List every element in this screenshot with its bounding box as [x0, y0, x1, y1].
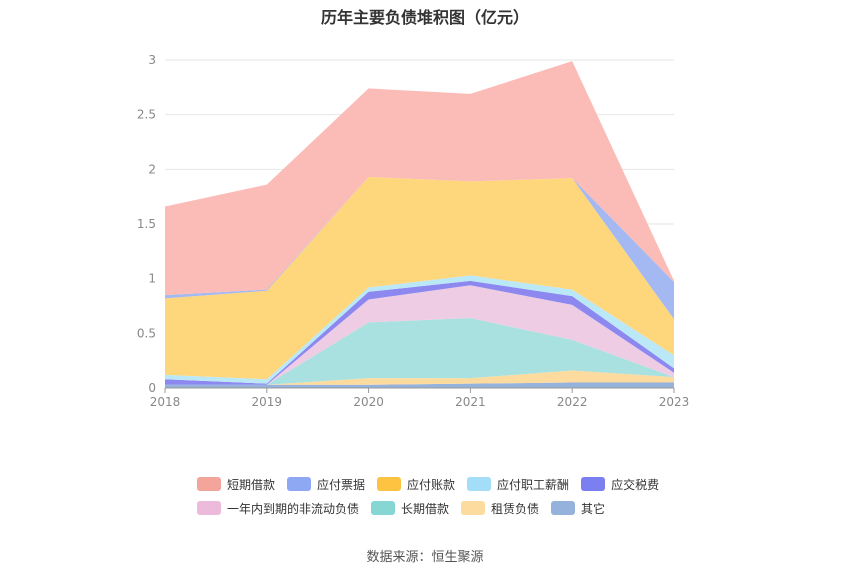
legend-item[interactable]: 其它 — [551, 500, 605, 517]
legend-swatch — [287, 477, 312, 491]
legend-swatch — [371, 501, 396, 515]
area-series-其它 — [165, 382, 674, 388]
legend-item[interactable]: 应付职工薪酬 — [467, 476, 569, 493]
legend-label: 一年内到期的非流动负债 — [227, 501, 360, 516]
legend-item[interactable]: 应付账款 — [377, 476, 455, 493]
legend-row: 短期借款 应付票据 应付账款 应付职工薪酬 应交税费 — [197, 472, 677, 496]
legend-item[interactable]: 应付票据 — [287, 476, 365, 493]
axes: 0 0.5 1 1.5 2 2.5 3 2018 2019 2020 2021 2022 2023 — [137, 53, 689, 409]
legend-item[interactable]: 长期借款 — [371, 500, 449, 517]
y-tick-label: 1.5 — [137, 217, 156, 231]
area-series-长期借款 — [165, 318, 674, 385]
area-series-短期借款 — [165, 61, 674, 296]
legend-label: 应交税费 — [611, 477, 660, 492]
legend-item[interactable]: 应交税费 — [581, 476, 659, 493]
legend-label: 应付账款 — [407, 477, 456, 492]
y-tick-label: 0 — [148, 381, 156, 395]
legend-item[interactable]: 租赁负债 — [461, 500, 539, 517]
legend-item[interactable]: 一年内到期的非流动负债 — [197, 500, 359, 517]
legend-label: 长期借款 — [401, 501, 450, 516]
legend-swatch — [197, 501, 221, 515]
legend-swatch — [551, 501, 576, 515]
area-series-租赁负债 — [165, 370, 674, 385]
x-tick-label: 2022 — [557, 395, 588, 409]
legend-label: 租赁负债 — [491, 501, 540, 516]
legend-swatch — [467, 477, 492, 491]
x-tick-label: 2020 — [353, 395, 384, 409]
legend-label: 短期借款 — [227, 477, 276, 492]
y-tick-label: 0.5 — [137, 326, 156, 340]
legend-swatch — [197, 477, 221, 491]
x-tick-label: 2023 — [659, 395, 690, 409]
y-tick-label: 1 — [148, 272, 156, 286]
chart-title: 历年主要负债堆积图（亿元） — [320, 8, 529, 27]
legend-swatch — [461, 501, 486, 515]
area-series-一年内到期的非流动负债 — [165, 285, 674, 385]
y-tick-label: 3 — [148, 53, 156, 67]
y-tick-label: 2 — [148, 162, 156, 176]
x-tick-label: 2021 — [455, 395, 486, 409]
x-tick-label: 2019 — [252, 395, 283, 409]
area-series — [165, 61, 674, 388]
legend-row: 一年内到期的非流动负债 长期借款 租赁负债 其它 — [197, 496, 677, 520]
source-note: 数据来源：恒生聚源 — [366, 550, 484, 565]
x-tick-label: 2018 — [150, 395, 181, 409]
legend-swatch — [377, 477, 402, 491]
legend-item[interactable]: 短期借款 — [197, 476, 275, 493]
legend-swatch — [581, 477, 606, 491]
legend: 短期借款 应付票据 应付账款 应付职工薪酬 应交税费 一年内到期的非流动负债 长期借款 租赁… — [197, 472, 677, 520]
chart-plot: 0 0.5 1 1.5 2 2.5 3 2018 2019 2020 2021 2022 2023 — [137, 53, 689, 409]
legend-label: 应付职工薪酬 — [497, 477, 570, 492]
legend-label: 应付票据 — [317, 477, 366, 492]
legend-label: 其它 — [581, 501, 606, 516]
area-series-应付账款 — [165, 176, 674, 380]
area-series-应付职工薪酬 — [165, 275, 674, 384]
y-tick-label: 2.5 — [137, 108, 156, 122]
